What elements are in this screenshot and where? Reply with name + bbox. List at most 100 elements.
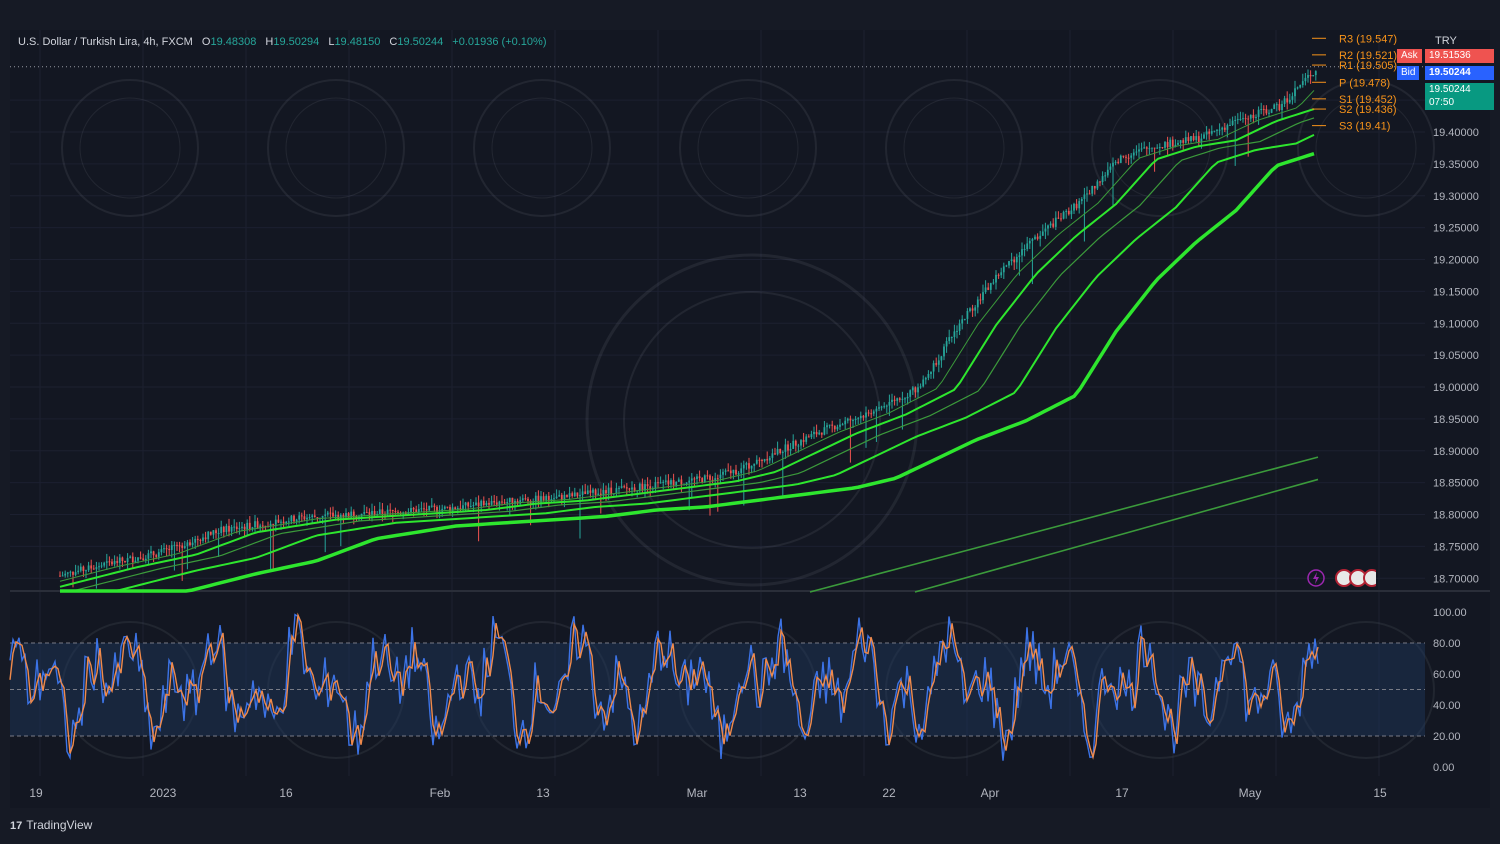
candle [228, 518, 230, 537]
candle-body [82, 566, 85, 572]
candle [524, 494, 527, 501]
candle [729, 465, 732, 479]
candle [1073, 202, 1075, 215]
candle-body [883, 406, 886, 408]
low-label: L [328, 36, 335, 48]
candle-body [389, 509, 392, 511]
candle-body [742, 464, 745, 469]
event-flags[interactable] [1306, 569, 1381, 594]
candle [311, 513, 314, 523]
candle [566, 494, 568, 498]
candle-body [1294, 88, 1296, 97]
candle [59, 571, 61, 577]
candle [1122, 155, 1125, 159]
candle-body [230, 526, 233, 532]
time-tick-label: 15 [1373, 786, 1387, 800]
candle-body [1127, 157, 1130, 159]
candle-body [1101, 176, 1104, 183]
watermark-seal [1091, 79, 1229, 217]
candle-body [183, 546, 186, 548]
candle-body [1086, 193, 1088, 195]
candle [87, 561, 90, 573]
candle-body [787, 444, 789, 451]
candle [368, 508, 371, 521]
candle-body [805, 436, 808, 442]
candle-body [976, 299, 979, 308]
candle-body [118, 557, 121, 563]
candle-body [1145, 147, 1148, 149]
candle-body [703, 475, 706, 483]
candle-body [987, 287, 990, 290]
candle-body [857, 418, 860, 420]
candle-body [1242, 118, 1244, 120]
candle [1000, 267, 1003, 278]
candle [534, 492, 537, 510]
candle [917, 383, 919, 399]
symbol-title[interactable]: U.S. Dollar / Turkish Lira, 4h, FXCM [18, 36, 193, 48]
candle [711, 476, 714, 484]
candle-body [298, 515, 301, 520]
candle [238, 521, 241, 535]
candle [443, 505, 446, 510]
candle-body [212, 530, 215, 535]
candle [324, 508, 327, 553]
price-tick-label: 18.70000 [1433, 573, 1479, 585]
currency-label[interactable]: TRY [1435, 35, 1457, 47]
candle-body [820, 432, 823, 435]
candle-body [1138, 149, 1140, 152]
candle [129, 555, 132, 559]
candle-body [677, 479, 680, 482]
candle [995, 270, 997, 290]
candle [1132, 148, 1135, 160]
candle-body [646, 484, 649, 487]
candle-body [542, 496, 545, 501]
candle-body [870, 413, 873, 415]
price-tick-label: 18.80000 [1433, 510, 1479, 522]
candle [1112, 157, 1114, 207]
candle-body [1117, 161, 1120, 163]
candle-body [215, 530, 217, 534]
candle-body [1013, 259, 1016, 263]
candle-body [131, 556, 134, 563]
candle [1190, 136, 1192, 143]
watermark-seal [267, 79, 405, 217]
candle-body [228, 525, 230, 532]
candle [719, 469, 722, 485]
candle [1307, 69, 1309, 83]
candle-body [924, 377, 927, 380]
candle [638, 482, 641, 493]
candle [1244, 113, 1247, 125]
candle-body [649, 486, 652, 490]
candle-body [290, 515, 293, 522]
candle [1216, 129, 1218, 137]
candle [794, 439, 797, 452]
candle [503, 498, 506, 505]
candle [615, 482, 618, 497]
time-tick-label: 13 [793, 786, 807, 800]
candle [620, 478, 623, 489]
candle-body [729, 470, 732, 474]
tradingview-branding[interactable]: 17 TradingView [10, 818, 92, 832]
candle-body [285, 521, 288, 524]
candle-body [625, 487, 628, 489]
candle-body [701, 477, 704, 483]
candle-body [490, 501, 493, 505]
candle [1218, 123, 1221, 136]
candle-body [1223, 127, 1226, 130]
candle [66, 571, 69, 578]
candle [979, 293, 982, 305]
candle-body [1026, 243, 1029, 250]
candle-body [1221, 127, 1224, 130]
candle-body [852, 420, 854, 422]
candle [264, 525, 267, 531]
candle [332, 506, 334, 518]
candle [859, 411, 862, 425]
candle [826, 422, 828, 435]
candle-body [592, 489, 594, 493]
candle [163, 543, 165, 553]
candle-body [1034, 236, 1036, 240]
candle-body [173, 544, 176, 546]
candle-body [826, 425, 828, 428]
oscillator-tick-label: 20.00 [1433, 731, 1461, 743]
